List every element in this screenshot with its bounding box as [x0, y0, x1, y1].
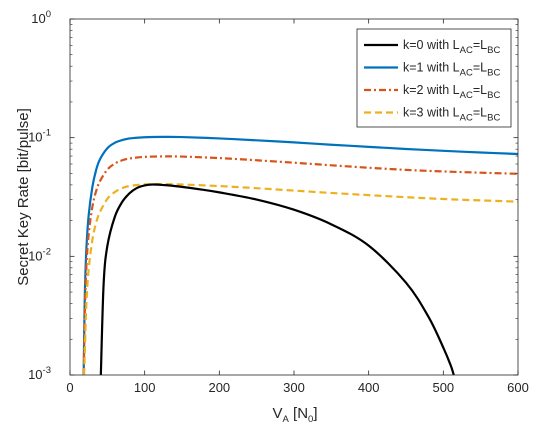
legend-label-k1: k=1 with LAC=LBC — [403, 61, 500, 79]
x-tick-label: 200 — [208, 380, 230, 395]
legend-subscript: AC — [460, 68, 473, 79]
legend-label-k0: k=0 with LAC=LBC — [403, 38, 500, 56]
series-line-k3 — [82, 183, 518, 375]
y-tick-label-exponent: -3 — [43, 365, 51, 376]
plot-frame — [69, 18, 519, 376]
legend-text-part: k=1 with L — [403, 61, 460, 75]
y-tick-label-exponent: -1 — [43, 128, 51, 139]
x-tick-label: 100 — [134, 380, 156, 395]
x-tick-label: 400 — [358, 380, 380, 395]
legend-subscript: AC — [460, 90, 473, 101]
x-tick-label: 500 — [432, 380, 454, 395]
legend-subscript: BC — [487, 90, 500, 101]
series-layer — [82, 135, 518, 375]
x-tick-label: 600 — [507, 380, 529, 395]
legend-subscript: AC — [460, 113, 473, 124]
y-axis-label: Secret Key Rate [bit/pulse] — [15, 108, 32, 286]
legend-subscript: BC — [487, 68, 500, 79]
y-tick-label-exponent: 0 — [46, 9, 51, 20]
x-axis-label-unit-open: [N — [289, 405, 308, 422]
legend-subscript: BC — [487, 45, 500, 56]
series-line-k2 — [82, 155, 518, 375]
legend-text-part: =L — [473, 61, 487, 75]
x-tick-label: 300 — [283, 380, 305, 395]
legend-text-part: k=0 with L — [403, 38, 460, 52]
series-line-k1 — [82, 135, 518, 375]
x-axis-label-unit-close: ] — [313, 405, 317, 422]
x-axis-label-unit-sub: 0 — [308, 414, 313, 425]
series-line-k0 — [99, 183, 455, 375]
x-axis-label-main: V — [273, 405, 283, 422]
legend-label-k2: k=2 with LAC=LBC — [403, 83, 500, 101]
y-tick-label-exponent: -2 — [43, 246, 51, 257]
legend-text-part: k=3 with L — [403, 106, 460, 120]
x-axis-label: VA [N0] — [273, 405, 318, 425]
legend-text-part: =L — [473, 83, 487, 97]
legend-subscript: AC — [460, 45, 473, 56]
legend-subscript: BC — [487, 113, 500, 124]
x-tick-label: 0 — [66, 380, 73, 395]
legend-text-part: k=2 with L — [403, 83, 460, 97]
legend-text-part: =L — [473, 106, 487, 120]
legend-text-part: =L — [473, 38, 487, 52]
legend-label-k3: k=3 with LAC=LBC — [403, 106, 500, 124]
x-axis-label-sub: A — [283, 414, 290, 425]
